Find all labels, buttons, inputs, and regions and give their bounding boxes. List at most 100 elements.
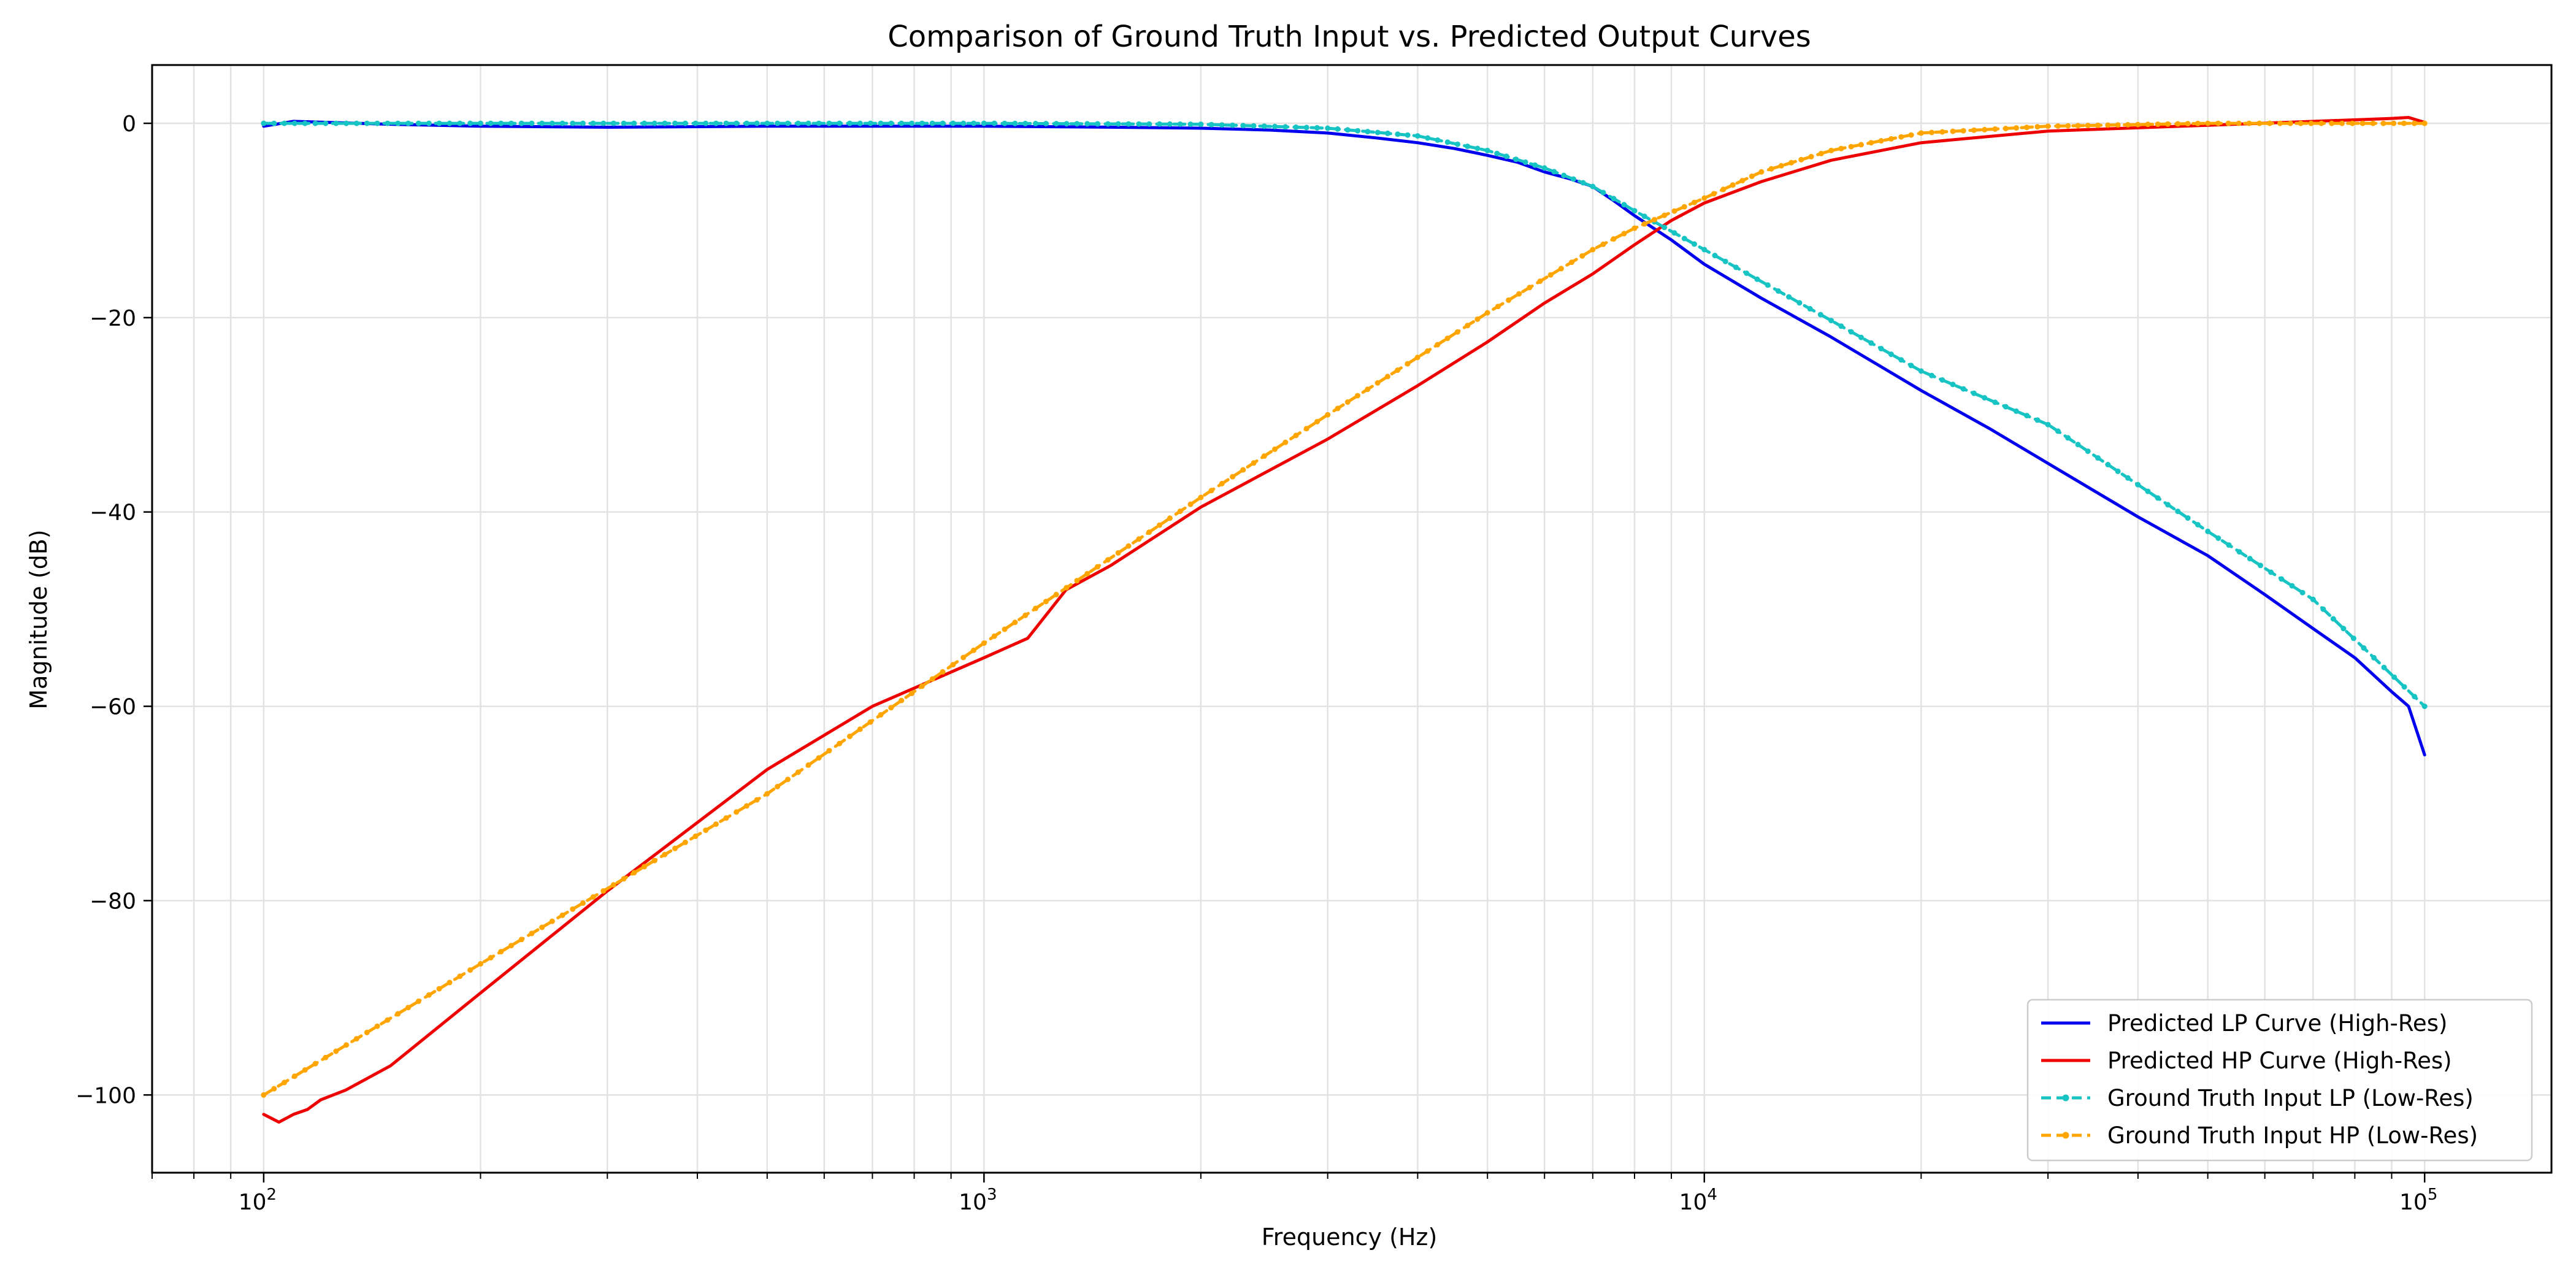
series-point [1425,135,1431,141]
series-point [1569,259,1574,266]
series-point [2246,120,2252,126]
series-point [1157,121,1162,127]
series-point [1600,190,1606,196]
series-point [754,120,760,126]
series-point [651,857,657,864]
series-point [1711,191,1717,197]
series-point [940,669,946,675]
series-point [2391,674,2398,680]
series-point [2175,508,2181,515]
series-point [436,986,442,992]
series-point [312,1060,318,1067]
series-point [1692,199,1697,205]
series-point [2095,122,2101,128]
series-point [837,740,843,746]
series-point [2329,120,2335,126]
series-point [1219,481,1225,486]
series-point [2287,120,2293,126]
series-point [1002,626,1008,632]
series-point [385,1017,391,1023]
series-point [785,120,791,126]
series-point [1314,125,1320,131]
series-point [2225,120,2231,126]
series-point [1325,412,1331,418]
series-point [2421,120,2428,126]
series-point [539,924,545,930]
series-point [2045,421,2051,427]
series-point [2401,684,2407,690]
series-point [1177,121,1183,127]
series-point [1631,225,1638,231]
series-point [1590,247,1596,253]
series-point [498,120,504,126]
series-point [1043,121,1049,126]
series-point [2401,120,2407,126]
series-point [478,960,483,967]
series-point [415,999,421,1004]
series-point [2165,502,2171,508]
series-point [1818,150,1824,156]
plot-frame [151,64,2553,1174]
series-point [1652,217,1657,223]
series-point [415,120,421,126]
series-point [1444,139,1451,145]
series-point [1908,132,1914,138]
series-point [2349,120,2355,126]
series-point [1671,208,1677,214]
series-point [692,834,699,839]
series-point [2195,522,2201,527]
series-point [559,120,565,126]
series-point [343,1042,350,1048]
series-point [2298,120,2304,126]
series-point [333,1048,339,1054]
series-point [600,120,607,126]
x-axis-label: Frequency (Hz) [1262,1224,1438,1251]
series-point [631,870,637,876]
series-point [2205,528,2211,534]
series-point [2034,124,2041,130]
series-point [1344,399,1351,405]
series-point [2215,535,2221,541]
series-point [1115,550,1121,556]
series-point [929,120,935,126]
series-point [899,120,905,126]
series-point [971,647,976,653]
series-point [426,992,432,998]
series-point [1314,419,1320,424]
series-point [1796,300,1803,306]
series-point [1992,126,1998,132]
series-point [2299,589,2306,596]
series-point [1115,121,1121,127]
series-point [2195,120,2201,126]
series-point [498,949,504,955]
series-point [2215,120,2221,126]
series-point [775,784,781,789]
series-point [785,776,791,783]
series-point [1002,120,1008,126]
series-point [447,120,453,126]
series-point [981,640,987,646]
series-point [713,821,719,827]
series-point [1641,221,1647,227]
legend: Predicted LP Curve (High-Res) Predicted H… [2026,999,2533,1162]
series-point [1681,236,1687,242]
series-point [2267,120,2273,126]
series-point [1692,241,1697,247]
series-point [1765,282,1771,288]
series-point [467,120,473,126]
series-point [488,955,494,960]
series-point [302,120,308,126]
legend-marker [2062,1094,2069,1102]
series-point [395,1011,401,1017]
series-point [1621,202,1627,208]
series-point [1494,150,1500,156]
series-point [703,827,709,834]
series-point [1365,129,1371,135]
series-point [1971,390,1977,396]
series-point [323,120,329,126]
y-axis-label: Magnitude (dB) [25,529,52,709]
series-point [1749,173,1755,179]
series-point [2421,703,2428,710]
series-point [436,120,442,126]
series-point [743,803,749,809]
